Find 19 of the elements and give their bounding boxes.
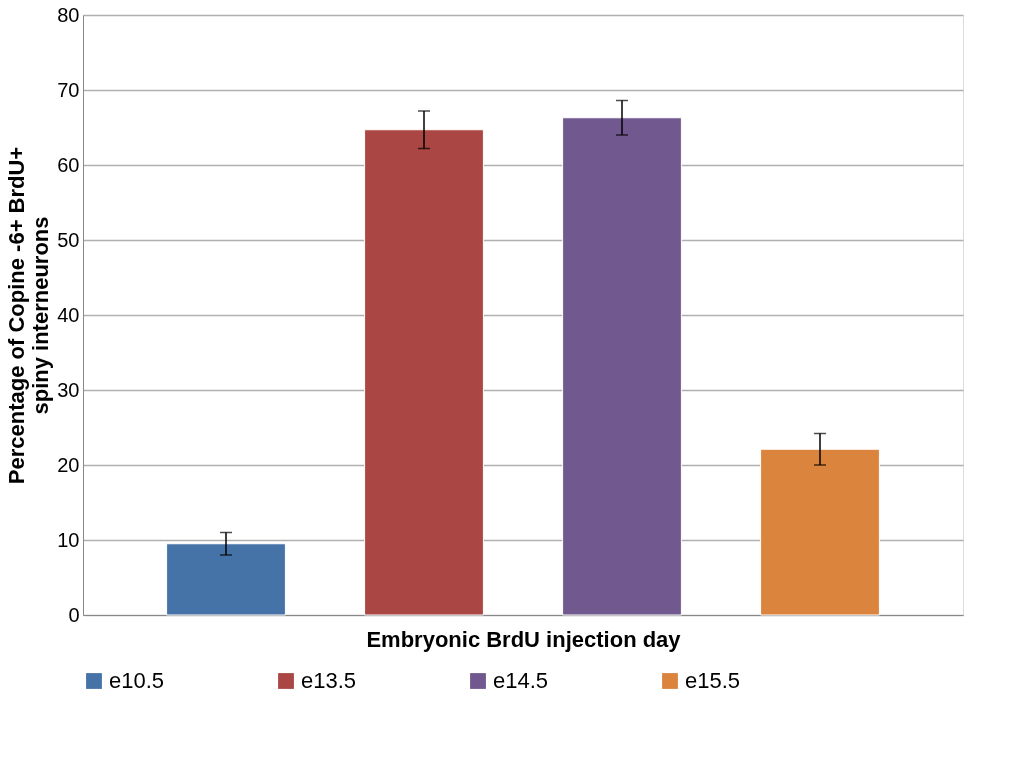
legend-label: e14.5 (493, 668, 549, 693)
legend-label: e15.5 (685, 668, 741, 693)
y-tick-label: 80 (57, 3, 80, 26)
legend-label: e10.5 (109, 668, 165, 693)
x-axis-title: Embryonic BrdU injection day (366, 626, 682, 652)
y-tick-label: 40 (57, 303, 80, 326)
bar (166, 543, 286, 616)
y-tick-label: 30 (57, 378, 80, 401)
bar (562, 117, 682, 616)
y-tick-label: 20 (57, 453, 80, 476)
y-axis-title: Percentage of Copine -6+ BrdU+ spiny interneurons (4, 146, 54, 485)
bar (364, 129, 484, 616)
y-tick-label: 70 (57, 78, 80, 101)
y-tick-label: 10 (57, 528, 80, 551)
y-tick-label: 50 (57, 228, 80, 251)
legend-label: e13.5 (301, 668, 357, 693)
bar (760, 448, 880, 616)
y-tick-label: 60 (57, 153, 80, 176)
y-tick-label: 0 (68, 603, 80, 626)
